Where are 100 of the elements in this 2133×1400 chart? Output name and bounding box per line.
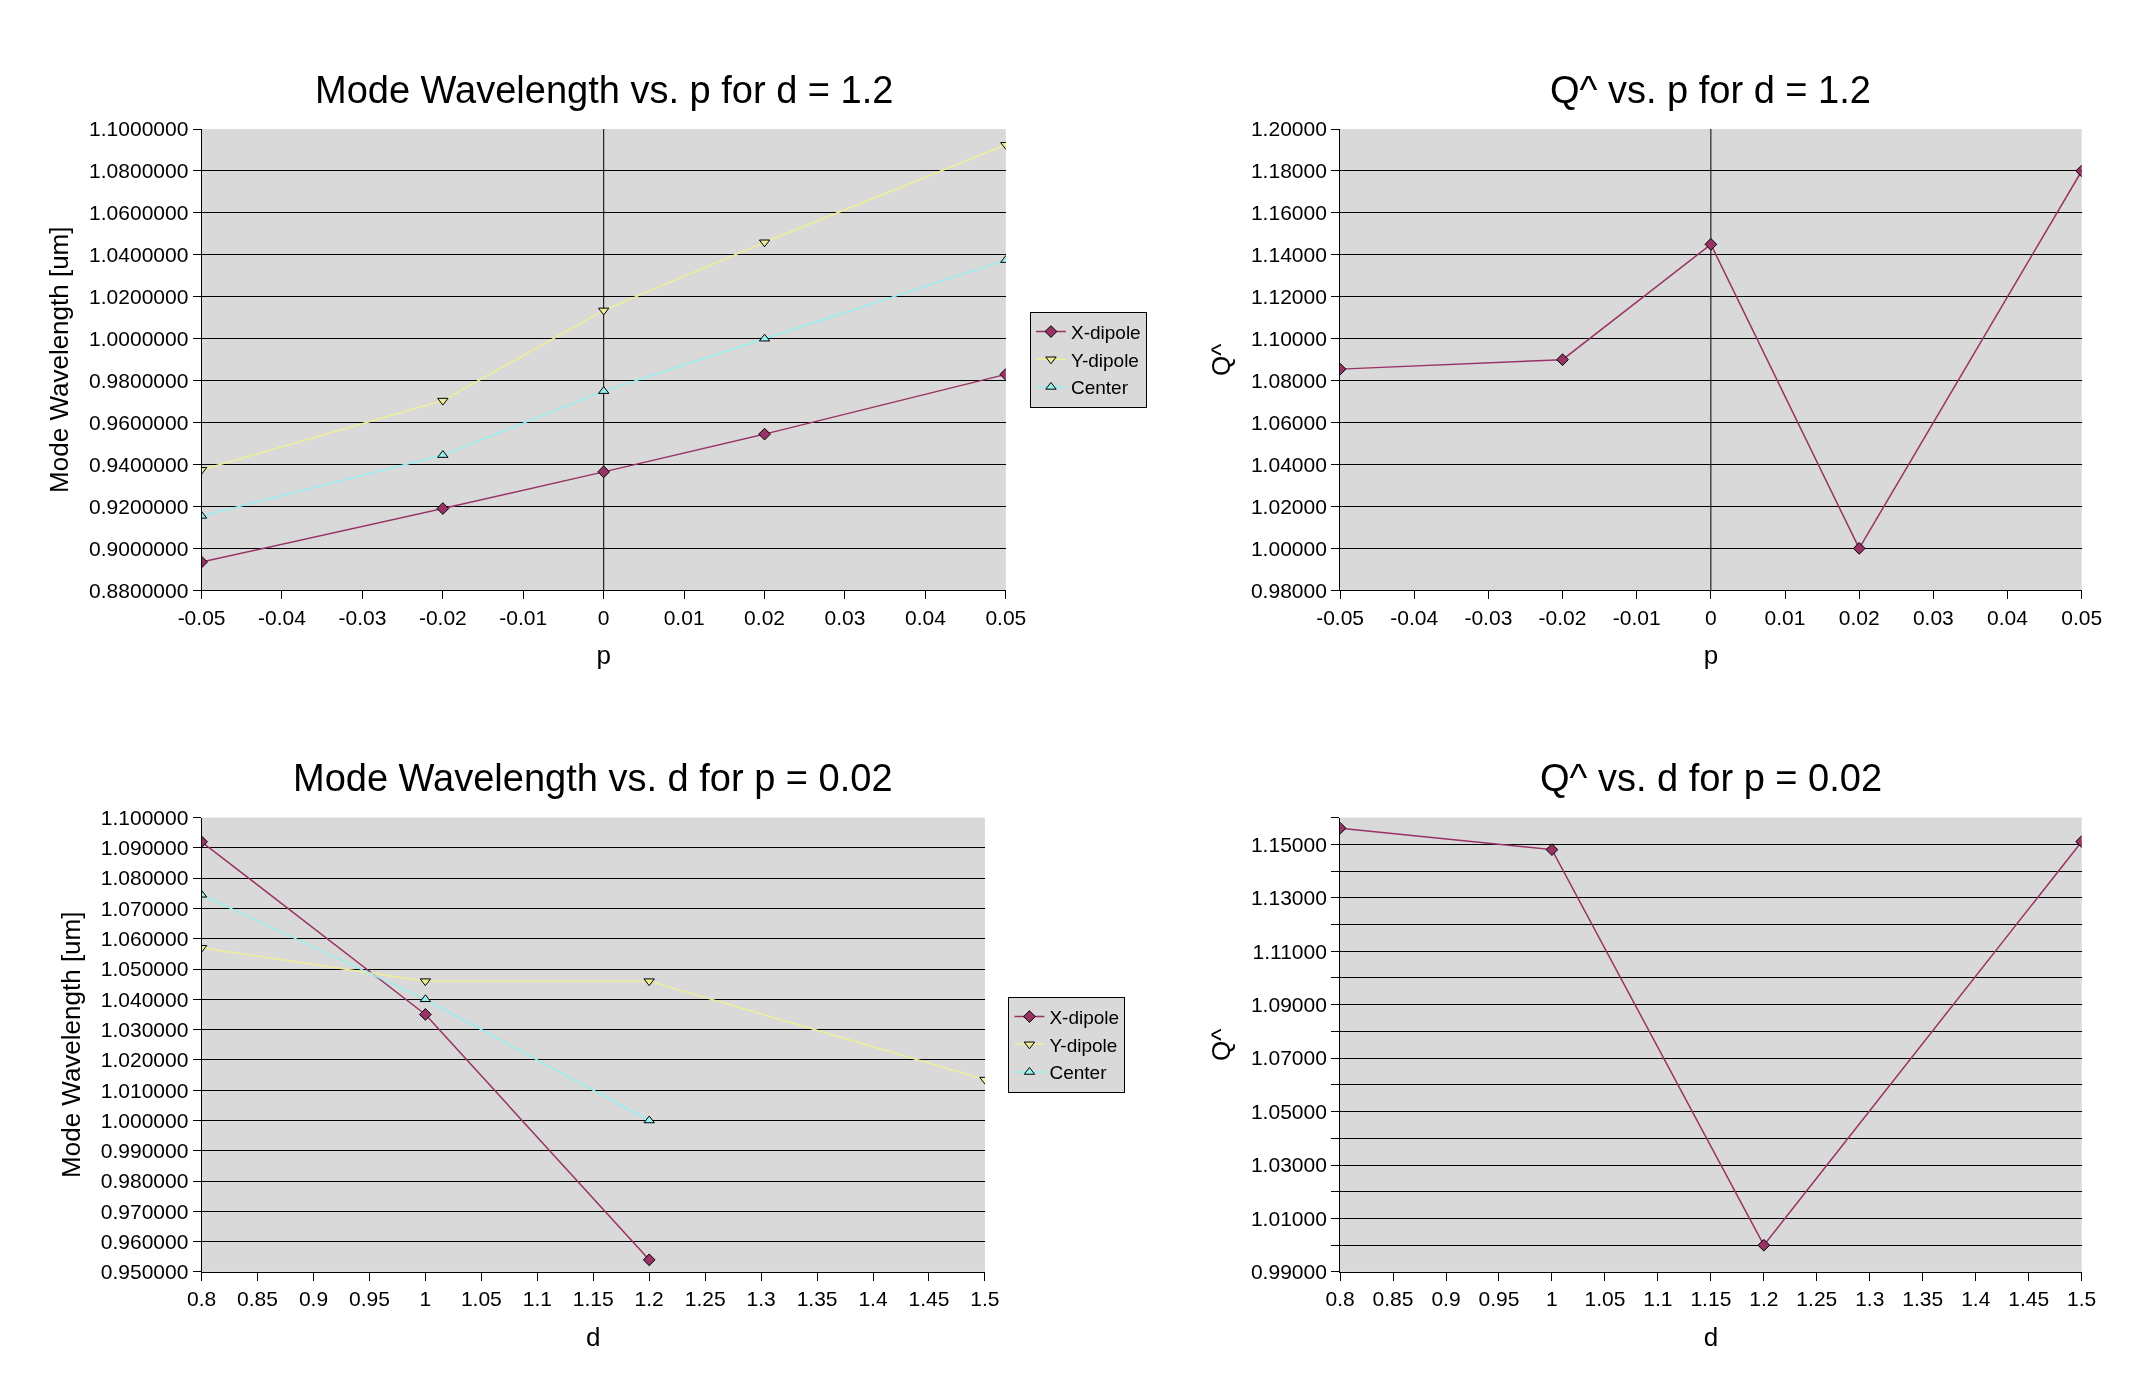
chart-title: Mode Wavelength vs. d for p = 0.02 — [293, 757, 893, 799]
y-axis-title: Mode Wavelength [um] — [56, 911, 87, 1178]
x-tick-label: 1.2 — [634, 1287, 664, 1311]
x-tick-label: 0.04 — [904, 605, 947, 629]
x-tick-label: -0.05 — [177, 605, 226, 629]
y-tick-label: 1.0000000 — [89, 327, 189, 351]
y-tick-label: 1.0400000 — [89, 243, 189, 267]
x-tick-label: 0.05 — [985, 605, 1027, 629]
x-tick-label: 1.1 — [522, 1287, 552, 1311]
y-tick-label: 1.010000 — [100, 1078, 189, 1102]
legend-label: X-dipole — [1049, 1007, 1120, 1029]
y-tick-label: 1.060000 — [100, 927, 189, 951]
y-tick-label: 1.08000 — [1250, 369, 1327, 393]
x-tick-label: -0.03 — [1464, 605, 1513, 629]
y-tick-label: 0.9000000 — [89, 536, 189, 560]
x-axis-title: p — [1703, 640, 1719, 671]
y-axis-title: Q^ — [1206, 1027, 1237, 1061]
y-tick-label: 1.020000 — [100, 1048, 189, 1072]
x-tick-label: 1.2 — [1749, 1287, 1779, 1311]
x-tick-label: 1.05 — [1584, 1287, 1626, 1311]
y-tick-label: 0.9400000 — [89, 452, 189, 476]
legend-label: Y-dipole — [1049, 1034, 1118, 1056]
x-tick-label: 0 — [1705, 605, 1717, 629]
y-tick-label: 1.100000 — [100, 805, 189, 829]
x-tick-label: 1.05 — [460, 1287, 502, 1311]
x-tick-label: 0.03 — [824, 605, 866, 629]
x-tick-label: 1.15 — [572, 1287, 614, 1311]
y-tick-label: 0.98000 — [1250, 578, 1327, 602]
y-tick-label: 1.13000 — [1250, 886, 1327, 910]
x-tick-label: -0.01 — [499, 605, 548, 629]
y-tick-label: 0.9600000 — [89, 410, 189, 434]
y-tick-label: 1.05000 — [1250, 1099, 1327, 1123]
y-tick-label: 1.000000 — [100, 1108, 189, 1132]
y-axis-title: Mode Wavelength [um] — [44, 226, 75, 493]
y-tick-label: 1.09000 — [1250, 993, 1327, 1017]
x-tick-label: 0.01 — [663, 605, 705, 629]
y-tick-label: 1.040000 — [100, 987, 189, 1011]
y-tick-label: 1.090000 — [100, 836, 189, 860]
chart-title: Q^ vs. d for p = 0.02 — [1540, 757, 1883, 799]
y-tick-label: 1.01000 — [1250, 1206, 1327, 1230]
legend-label: Center — [1070, 377, 1129, 399]
x-tick-label: 0.01 — [1764, 605, 1806, 629]
x-tick-label: 1.1 — [1643, 1287, 1673, 1311]
y-tick-label: 1.14000 — [1250, 243, 1327, 267]
y-tick-label: 1.15000 — [1250, 832, 1327, 856]
y-tick-label: 1.00000 — [1250, 536, 1327, 560]
x-tick-label: 1.3 — [1855, 1287, 1885, 1311]
y-tick-label: 1.02000 — [1250, 494, 1327, 518]
y-tick-label: 1.20000 — [1250, 117, 1327, 141]
y-tick-label: 1.11000 — [1252, 939, 1327, 963]
x-tick-label: 1.45 — [908, 1287, 950, 1311]
x-tick-label: -0.01 — [1612, 605, 1661, 629]
x-tick-label: 0.8 — [186, 1287, 217, 1311]
y-tick-label: 1.07000 — [1250, 1046, 1327, 1070]
chart-title: Mode Wavelength vs. p for d = 1.2 — [315, 69, 894, 111]
x-tick-label: 1.35 — [1902, 1287, 1944, 1311]
y-tick-label: 1.030000 — [100, 1017, 189, 1041]
x-tick-label: 1.3 — [746, 1287, 776, 1311]
y-tick-label: 1.050000 — [100, 957, 189, 981]
y-tick-label: 0.9200000 — [89, 494, 189, 518]
y-tick-label: 1.12000 — [1250, 285, 1327, 309]
x-tick-label: 1.25 — [1796, 1287, 1838, 1311]
x-tick-label: 0.85 — [1372, 1287, 1414, 1311]
y-tick-label: 1.0200000 — [89, 285, 189, 309]
legend-label: Y-dipole — [1070, 349, 1139, 371]
x-tick-label: 0.9 — [298, 1287, 329, 1311]
x-tick-label: 1 — [419, 1287, 432, 1311]
x-tick-label: 0.95 — [1478, 1287, 1520, 1311]
x-tick-label: 0 — [597, 605, 610, 629]
x-tick-label: 1.4 — [858, 1287, 888, 1311]
y-tick-label: 1.0800000 — [89, 159, 189, 183]
x-tick-label: 1.5 — [2067, 1287, 2097, 1311]
x-axis-title: p — [596, 640, 611, 671]
x-axis-title: d — [1703, 1321, 1719, 1352]
x-tick-label: 1.5 — [970, 1287, 1000, 1311]
x-tick-label: -0.04 — [258, 605, 307, 629]
y-tick-label: 0.950000 — [100, 1260, 189, 1284]
y-tick-label: 0.990000 — [100, 1139, 189, 1163]
x-tick-label: 1.45 — [2008, 1287, 2050, 1311]
y-tick-label: 0.960000 — [100, 1230, 189, 1254]
x-tick-label: -0.02 — [1538, 605, 1587, 629]
x-tick-label: -0.03 — [338, 605, 387, 629]
x-tick-label: 0.8 — [1325, 1287, 1355, 1311]
y-tick-label: 1.10000 — [1250, 327, 1327, 351]
x-tick-label: 1.4 — [1961, 1287, 1991, 1311]
x-tick-label: 0.95 — [349, 1287, 390, 1311]
y-tick-label: 1.080000 — [100, 866, 189, 890]
y-tick-label: 1.1000000 — [89, 117, 189, 141]
x-tick-label: 1.35 — [796, 1287, 838, 1311]
y-tick-label: 0.9800000 — [89, 369, 189, 393]
x-tick-label: 0.9 — [1431, 1287, 1461, 1311]
x-tick-label: 1.15 — [1690, 1287, 1732, 1311]
y-tick-label: 1.070000 — [100, 896, 189, 920]
x-tick-label: 0.03 — [1912, 605, 1954, 629]
y-axis-title: Q^ — [1206, 342, 1237, 376]
y-tick-label: 0.980000 — [100, 1169, 189, 1193]
y-tick-label: 0.99000 — [1250, 1260, 1327, 1284]
y-tick-label: 0.8800000 — [89, 578, 189, 602]
x-tick-label: 1.25 — [684, 1287, 726, 1311]
y-tick-label: 1.0600000 — [89, 201, 189, 225]
